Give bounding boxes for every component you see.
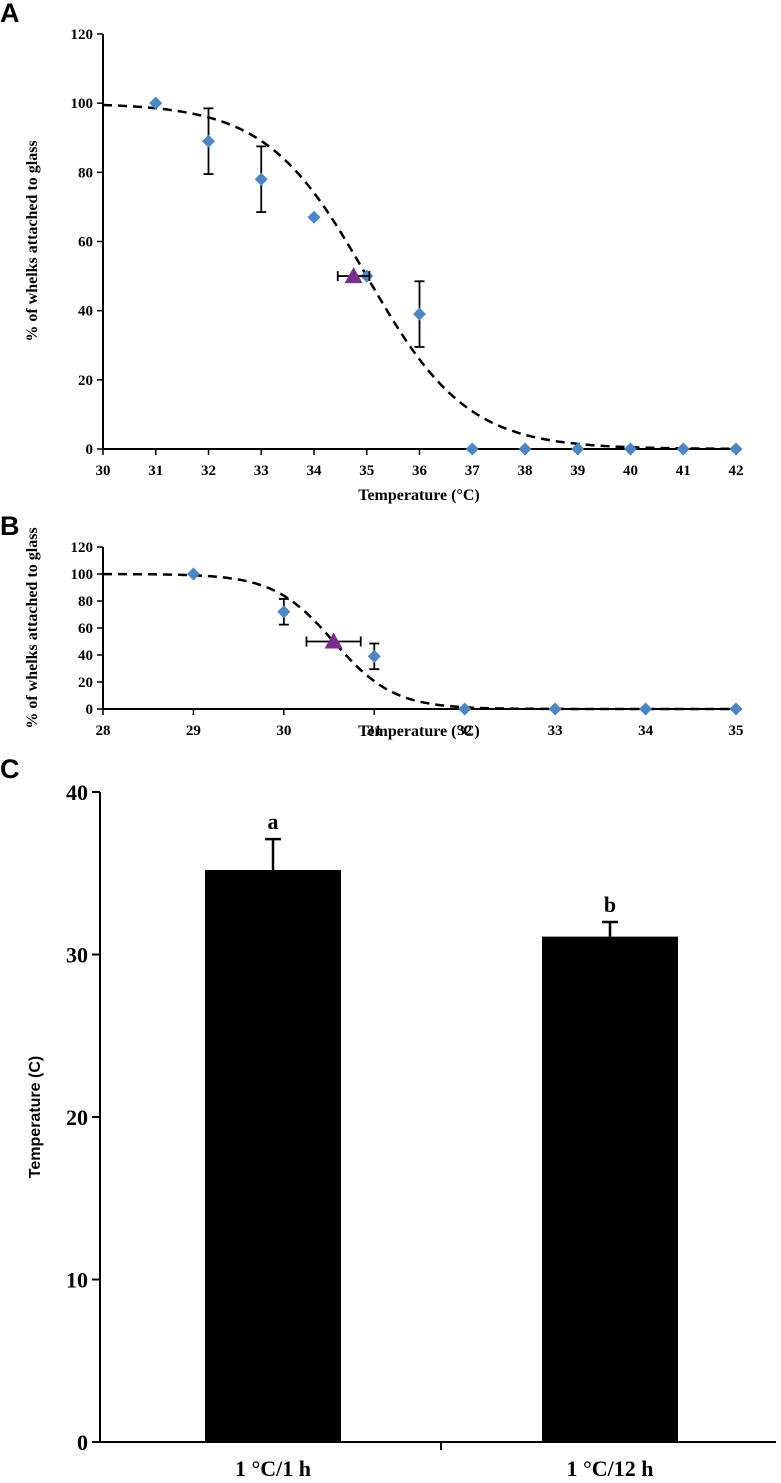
data-point bbox=[729, 702, 743, 716]
y-tick-label: 40 bbox=[78, 648, 93, 664]
y-tick-label: 60 bbox=[78, 235, 93, 251]
x-tick-label: 32 bbox=[457, 723, 472, 739]
category-label: 1 °C/1 h bbox=[235, 1456, 311, 1481]
x-tick-label: 36 bbox=[412, 463, 428, 479]
y-tick-label: 60 bbox=[78, 621, 93, 637]
y-tick-label: 0 bbox=[86, 442, 94, 458]
x-tick-label: 31 bbox=[148, 463, 163, 479]
y-tick-label: 0 bbox=[77, 1430, 88, 1455]
panel-a-fit-curve bbox=[102, 103, 736, 451]
data-point bbox=[254, 172, 268, 186]
panel-c-bars: a 1 °C/1 h b 1 °C/12 h bbox=[205, 809, 678, 1481]
data-point bbox=[465, 442, 479, 456]
bar bbox=[205, 870, 341, 1442]
x-tick-label: 42 bbox=[729, 463, 744, 479]
panel-a-points bbox=[149, 96, 743, 456]
y-tick-label: 100 bbox=[71, 567, 94, 583]
x-tick-label: 34 bbox=[638, 723, 654, 739]
y-tick-label: 10 bbox=[66, 1268, 88, 1293]
x-tick-label: 32 bbox=[201, 463, 216, 479]
data-point bbox=[571, 442, 585, 456]
x-tick-label: 37 bbox=[465, 463, 481, 479]
bar bbox=[542, 936, 678, 1442]
lt50-marker bbox=[324, 632, 343, 649]
panel-c: C 0 10 20 30 40 a 1 °C/1 h b 1 °C/12 h Temperat… bbox=[0, 754, 776, 1481]
panel-b: B 0 20 40 60 80 100 120 28 29 30 31 32 33 34 35 Temper… bbox=[0, 511, 744, 740]
panel-b-points bbox=[186, 567, 743, 716]
y-tick-label: 30 bbox=[66, 943, 88, 968]
y-tick-label: 120 bbox=[71, 27, 94, 43]
lt50-marker bbox=[344, 267, 363, 284]
data-point bbox=[277, 605, 291, 619]
x-tick-label: 35 bbox=[729, 723, 744, 739]
x-tick-label: 29 bbox=[186, 723, 201, 739]
x-tick-label: 33 bbox=[548, 723, 563, 739]
panel-b-x-label: Temperature (°C) bbox=[358, 723, 479, 740]
y-tick-label: 100 bbox=[71, 96, 94, 112]
panel-b-fit-curve bbox=[103, 572, 736, 711]
y-tick-label: 40 bbox=[66, 780, 88, 805]
x-tick-label: 41 bbox=[676, 463, 691, 479]
panel-letter-a: A bbox=[0, 0, 20, 28]
significance-letter: a bbox=[268, 809, 279, 834]
x-tick-label: 39 bbox=[570, 463, 585, 479]
x-tick-label: 34 bbox=[307, 463, 323, 479]
data-point bbox=[518, 442, 532, 456]
data-point bbox=[458, 702, 472, 716]
data-point bbox=[624, 442, 637, 456]
panel-c-y-label: Temperature (C) bbox=[27, 1056, 44, 1178]
x-tick-label: 40 bbox=[623, 463, 638, 479]
panel-b-ticks: 0 20 40 60 80 100 120 28 29 30 31 32 33 34 35 bbox=[71, 540, 744, 739]
data-point bbox=[307, 210, 321, 224]
x-tick-label: 30 bbox=[276, 723, 291, 739]
x-tick-label: 28 bbox=[96, 723, 111, 739]
panel-a-y-label: % of whelks attached to glass bbox=[24, 140, 41, 341]
y-tick-label: 80 bbox=[78, 165, 93, 181]
x-tick-label: 30 bbox=[96, 463, 111, 479]
x-tick-label: 31 bbox=[367, 723, 382, 739]
y-tick-label: 0 bbox=[86, 702, 94, 718]
x-tick-label: 38 bbox=[518, 463, 533, 479]
panel-a-x-label: Temperature (°C) bbox=[358, 487, 479, 504]
data-point bbox=[367, 649, 381, 663]
y-tick-label: 20 bbox=[78, 373, 93, 389]
panel-b-y-label: % of whelks attached to glass bbox=[24, 527, 41, 728]
data-point bbox=[548, 702, 562, 716]
panel-letter-c: C bbox=[0, 754, 20, 784]
panel-a: A 0 20 40 60 80 100 120 30 31 32 33 34 35 36 37 38 39 40 4… bbox=[0, 0, 744, 504]
data-point bbox=[676, 442, 690, 456]
y-tick-label: 80 bbox=[78, 594, 93, 610]
y-tick-label: 40 bbox=[78, 304, 93, 320]
y-tick-label: 120 bbox=[71, 540, 94, 556]
data-point bbox=[639, 702, 653, 716]
significance-letter: b bbox=[604, 892, 616, 917]
y-tick-label: 20 bbox=[78, 675, 93, 691]
data-point bbox=[729, 442, 743, 456]
x-tick-label: 33 bbox=[254, 463, 269, 479]
panel-a-ticks: 0 20 40 60 80 100 120 30 31 32 33 34 35 36 37 38 39 40 41 4… bbox=[71, 27, 744, 479]
data-point bbox=[413, 307, 426, 321]
x-tick-label: 35 bbox=[359, 463, 374, 479]
data-point bbox=[149, 96, 163, 110]
category-label: 1 °C/12 h bbox=[566, 1456, 653, 1481]
data-point bbox=[186, 567, 200, 581]
panel-c-ticks: 0 10 20 30 40 bbox=[66, 780, 442, 1455]
y-tick-label: 20 bbox=[66, 1105, 88, 1130]
data-point bbox=[202, 134, 215, 148]
panel-letter-b: B bbox=[0, 511, 20, 541]
